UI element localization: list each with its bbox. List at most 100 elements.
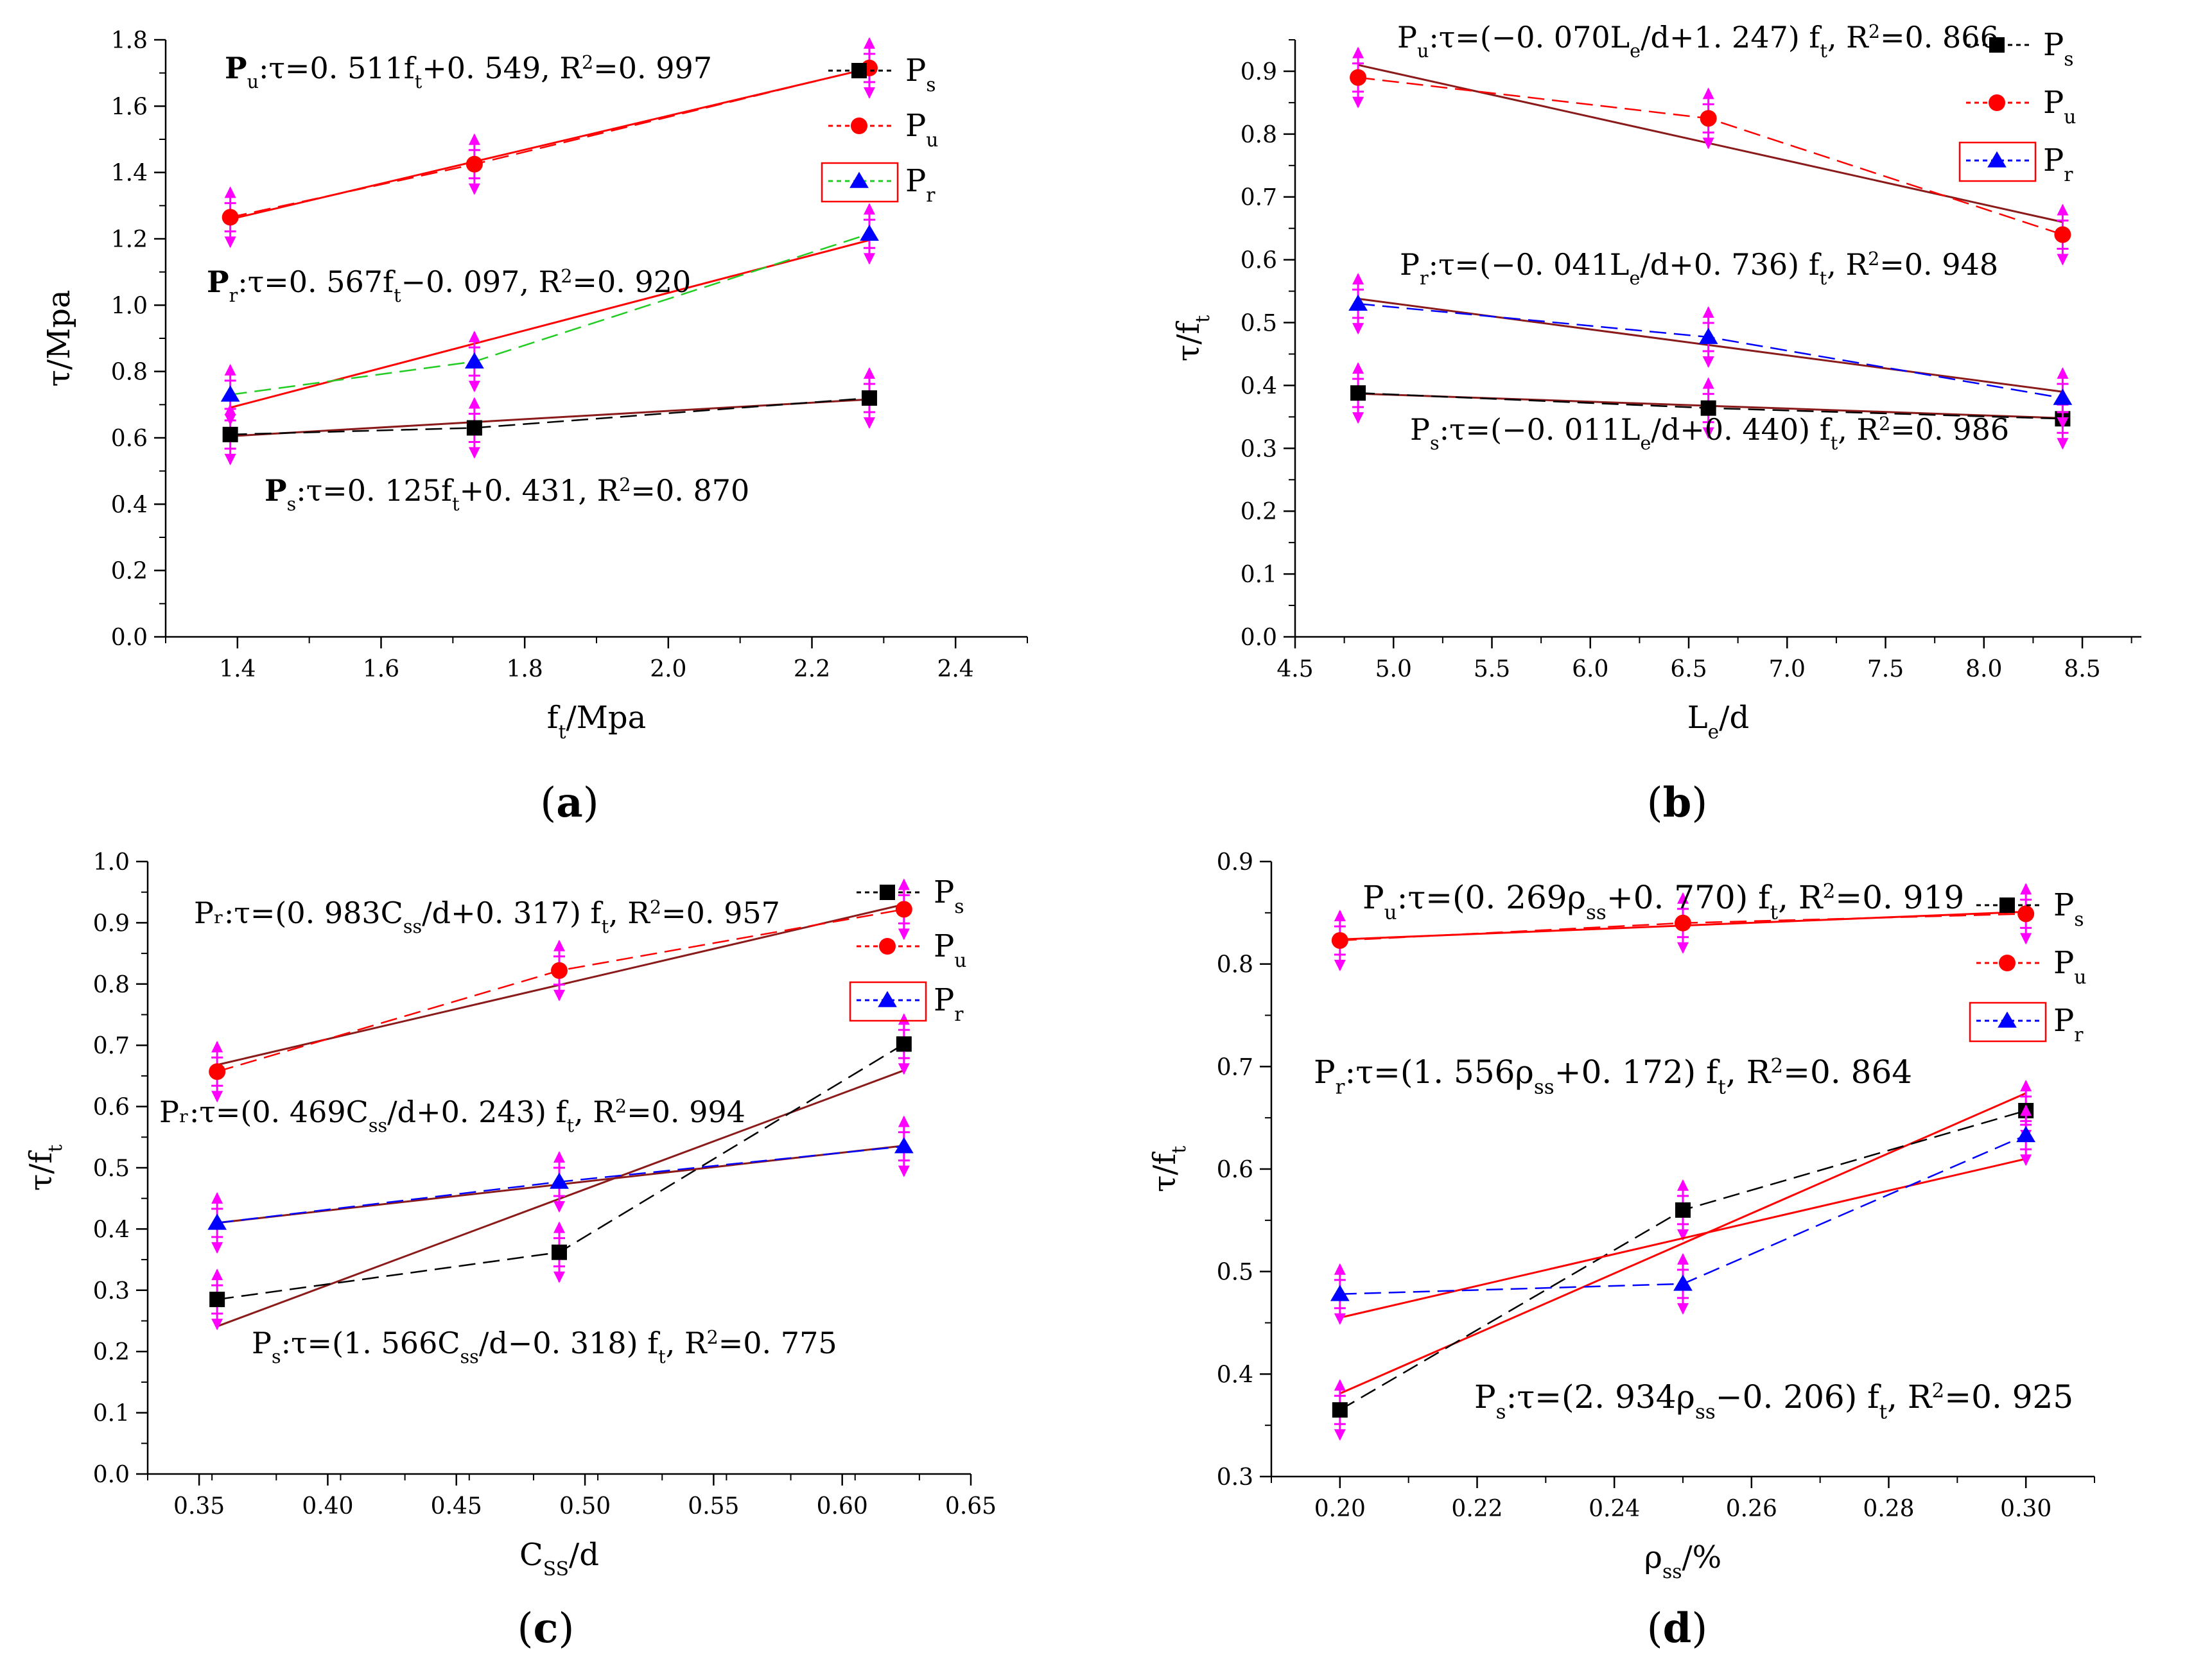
y-tick-label: 0.6 [93, 1095, 130, 1121]
text-span: τ=(2. 934ρ [1517, 1378, 1695, 1416]
legend-marker [878, 991, 897, 1007]
error-bar [1334, 909, 1346, 971]
text-span: 2 [650, 897, 661, 918]
x-axis-label: ρss/% [1644, 1539, 1722, 1583]
error-bar-cap-bottom [211, 1319, 223, 1331]
text-span: f [547, 700, 561, 736]
error-bar-cap-bottom [863, 417, 875, 429]
error-bar-cap-top [1677, 1179, 1689, 1191]
text-span: u [954, 949, 966, 972]
y-tick-label: 0.2 [111, 559, 148, 585]
error-bar-cap-top [2020, 883, 2032, 895]
fit-equation: Pu:τ=(0. 269ρss+0. 770) ft, R2=0. 919 [1363, 879, 1964, 924]
text-span: 2 [1770, 1055, 1783, 1078]
x-tick-label: 0.30 [2000, 1496, 2051, 1522]
text-span: ) [583, 779, 599, 827]
y-tick-label: 1.0 [93, 849, 130, 876]
text-span: 2 [615, 1096, 627, 1117]
legend-marker [879, 938, 896, 955]
text-span: /d [1719, 700, 1749, 736]
error-bar [211, 1192, 223, 1254]
x-tick-label: 4.5 [1276, 656, 1313, 682]
text-span: : [1506, 1378, 1517, 1416]
text-span: 2 [1868, 248, 1879, 270]
text-span: /d+0. 736) f [1640, 247, 1821, 282]
error-bar [2020, 1104, 2032, 1166]
text-span: r [954, 1003, 964, 1026]
text-span: =0. 957 [661, 896, 780, 930]
error-bar-cap-bottom [863, 253, 875, 265]
y-tick-label: 0.2 [93, 1339, 130, 1365]
text-span: t [559, 721, 566, 743]
text-span: P [1397, 20, 1417, 55]
text-span: s [2064, 48, 2073, 71]
text-span: c [534, 1604, 559, 1652]
error-bar-cap-bottom [1352, 323, 1364, 335]
text-span: 2 [582, 52, 593, 73]
text-span: : [281, 1326, 292, 1360]
error-bar-cap-bottom [1677, 942, 1689, 954]
data-point [550, 1172, 569, 1189]
text-span: : [224, 896, 234, 930]
data-point [1348, 294, 1368, 311]
error-bar-cap-top [863, 203, 875, 215]
data-point [466, 420, 482, 436]
fit-equation: Ps:τ=(1. 566Css/d−0. 318) ft, R2=0. 775 [252, 1326, 837, 1367]
text-span: τ/f [1171, 321, 1206, 362]
error-bar-cap-bottom [224, 413, 236, 426]
text-span: P [905, 108, 926, 144]
data-line [230, 397, 870, 436]
fit-equation: Ps:τ=(2. 934ρss−0. 206) ft, R2=0. 925 [1474, 1378, 2073, 1424]
x-tick-label: 1.6 [363, 656, 399, 682]
text-span: : [1429, 20, 1439, 55]
error-bar-cap-bottom [2057, 438, 2069, 450]
data-point [1698, 327, 1718, 344]
series-pr: Pr:τ=(1. 556ρss+0. 172) ft, R2=0. 864 [1314, 1053, 2036, 1325]
text-span: =0. 870 [631, 473, 749, 508]
error-bar-cap-top [898, 878, 910, 890]
text-span: u [1417, 40, 1429, 62]
text-span: P [252, 1326, 272, 1360]
text-span: t [567, 1115, 575, 1136]
error-bar-cap-bottom [1352, 96, 1364, 108]
error-bar-cap-bottom [468, 447, 480, 459]
text-span: /d [569, 1537, 599, 1573]
fit-equation: Pr:τ=(1. 556ρss+0. 172) ft, R2=0. 864 [1314, 1053, 1912, 1099]
legend-item-pr: Pr [821, 162, 936, 207]
x-tick-label: 0.50 [559, 1493, 611, 1520]
error-bar-cap-bottom [898, 1063, 910, 1075]
fit-equation: Pu:τ=(−0. 070Le/d+1. 247) ft, R2=0. 866 [1397, 20, 1999, 62]
text-span: r [926, 184, 936, 207]
data-point [1673, 1274, 1693, 1291]
error-bar-cap-bottom [2057, 254, 2069, 266]
legend-label: Ps [2043, 27, 2074, 71]
text-span: P [934, 874, 954, 910]
error-bar-cap-top [2057, 367, 2069, 379]
legend-label: Pr [934, 982, 964, 1026]
text-span: r [229, 285, 238, 306]
error-bar-cap-bottom [898, 928, 910, 941]
x-tick-label: 2.4 [937, 656, 974, 682]
data-point [895, 901, 912, 918]
x-tick-label: 0.60 [817, 1493, 868, 1520]
error-bar-cap-bottom [1352, 412, 1364, 424]
error-bar-cap-top [211, 1041, 223, 1053]
fit-equation: Ps:τ=0. 125ft+0. 431, R2=0. 870 [265, 473, 749, 515]
data-point [860, 224, 879, 241]
text-span: r [2074, 1024, 2084, 1046]
x-tick-label: 7.0 [1769, 656, 1806, 682]
error-bar-cap-bottom [224, 453, 236, 465]
text-span: t [1168, 1146, 1190, 1154]
text-span: τ=(−0. 070L [1439, 20, 1630, 55]
text-span: e [1640, 433, 1651, 454]
x-tick-label: 0.45 [431, 1493, 482, 1520]
text-span: P [1410, 412, 1430, 447]
data-line [216, 1043, 905, 1301]
text-span: ( [518, 1605, 534, 1652]
data-point [2054, 226, 2071, 243]
legend-marker [1998, 1011, 2017, 1028]
error-bar-cap-top [553, 939, 565, 951]
data-point [861, 390, 877, 406]
fit-equation: Ps:τ=(−0. 011Le/d+0. 440) ft, R2=0. 986 [1410, 412, 2009, 454]
y-tick-label: 0.4 [1241, 373, 1277, 399]
